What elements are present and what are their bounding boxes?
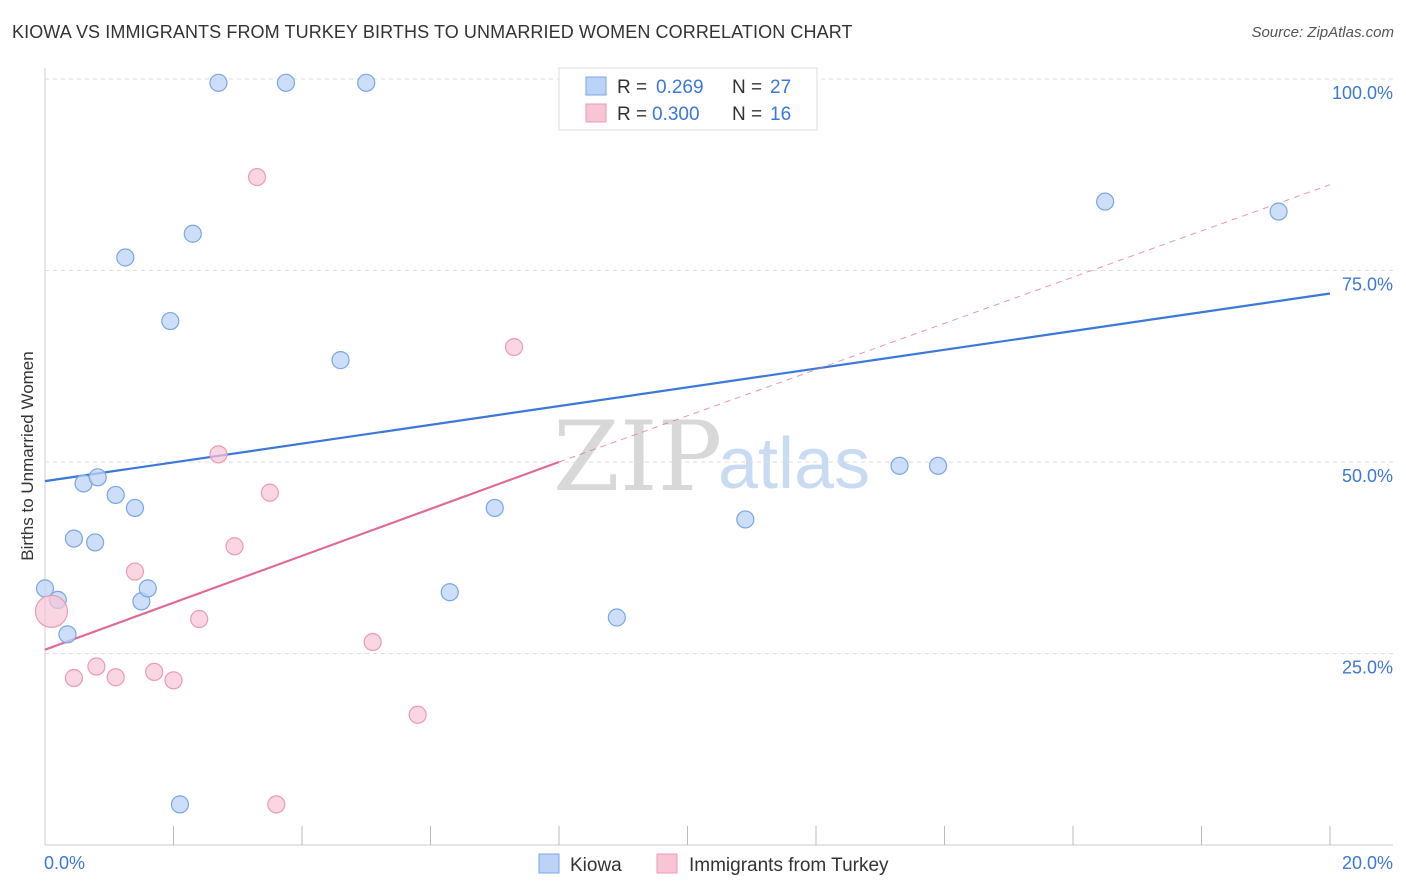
data-point-kiowa: [736, 510, 755, 529]
legend-swatch-turkey: [585, 103, 607, 123]
bottom-legend-swatch-turkey: [656, 853, 678, 874]
series-kiowa-points: [35, 73, 1288, 814]
watermark-atlas: atlas: [718, 424, 870, 504]
data-point-turkey: [408, 705, 427, 724]
legend-r-value-turkey: 0.300: [652, 104, 700, 125]
x-tick-label-right: 20.0%: [1342, 853, 1393, 873]
legend-r-value-kiowa: 0.269: [656, 77, 704, 98]
data-point-kiowa: [138, 579, 157, 598]
y-axis-label: Births to Unmarried Women: [18, 351, 37, 560]
data-point-kiowa: [125, 498, 145, 518]
data-point-kiowa: [331, 351, 350, 370]
y-tick-label: 25.0%: [1342, 658, 1393, 678]
data-point-kiowa: [170, 795, 190, 814]
data-point-turkey: [164, 671, 183, 690]
data-point-turkey: [34, 594, 69, 628]
legend-r-label-kiowa: R =: [617, 77, 647, 98]
data-point-turkey: [106, 668, 125, 687]
data-point-kiowa: [607, 608, 626, 627]
data-point-kiowa: [209, 73, 228, 92]
data-point-kiowa: [485, 498, 504, 518]
chart-title: KIOWA VS IMMIGRANTS FROM TURKEY BIRTHS T…: [12, 22, 853, 42]
data-point-kiowa: [183, 224, 202, 243]
legend-n-label-turkey: N =: [732, 104, 762, 125]
data-point-kiowa: [106, 485, 125, 505]
legend-r-label-turkey: R =: [617, 104, 647, 125]
trend-lines: [44, 184, 1331, 651]
data-point-turkey: [145, 662, 164, 681]
gridlines: [45, 78, 1393, 654]
data-point-turkey: [64, 668, 84, 688]
y-tick-label: 75.0%: [1342, 275, 1393, 295]
data-point-turkey: [267, 795, 286, 814]
bottom-legend-label-kiowa: Kiowa: [570, 855, 622, 876]
watermark: ZIP atlas: [553, 401, 870, 513]
stats-legend: R = 0.269 N = 27 R = 0.300 N = 16: [558, 67, 818, 131]
trend-line-turkey: [44, 460, 560, 651]
y-tick-labels: 25.0% 50.0% 75.0% 100.0%: [1332, 83, 1393, 678]
data-point-kiowa: [928, 456, 948, 475]
trend-line-kiowa: [44, 292, 1331, 483]
legend-n-label-kiowa: N =: [732, 77, 762, 98]
data-point-kiowa: [86, 533, 105, 552]
watermark-zip: ZIP: [553, 401, 722, 513]
y-tick-label: 50.0%: [1342, 466, 1393, 486]
data-point-kiowa: [58, 625, 77, 644]
data-point-turkey: [125, 562, 145, 581]
data-point-kiowa: [357, 73, 376, 92]
legend-swatch-kiowa: [585, 76, 607, 96]
data-point-turkey: [504, 338, 524, 357]
x-tick-label-left: 0.0%: [44, 853, 85, 873]
source-label: Source: ZipAtlas.com: [1251, 24, 1394, 41]
data-point-kiowa: [440, 583, 459, 602]
data-point-turkey: [190, 609, 209, 629]
data-point-kiowa: [88, 468, 107, 487]
data-point-turkey: [247, 167, 267, 187]
data-point-kiowa: [276, 73, 296, 92]
data-point-turkey: [87, 657, 106, 676]
legend-n-value-kiowa: 27: [770, 77, 791, 98]
data-point-kiowa: [161, 311, 180, 331]
data-point-turkey: [209, 445, 228, 464]
series-legend: Kiowa Immigrants from Turkey: [538, 853, 889, 876]
data-point-kiowa: [64, 529, 84, 548]
y-tick-label: 100.0%: [1332, 83, 1393, 103]
data-point-turkey: [225, 537, 244, 556]
trend-line-turkey-extension: [558, 184, 1331, 463]
data-point-turkey: [260, 483, 279, 502]
data-point-kiowa: [116, 248, 135, 267]
legend-n-value-turkey: 16: [770, 104, 791, 125]
bottom-legend-label-turkey: Immigrants from Turkey: [689, 855, 889, 876]
data-point-kiowa: [1096, 192, 1115, 211]
data-point-kiowa: [1269, 202, 1288, 221]
data-point-kiowa: [890, 456, 909, 475]
x-ticks: [173, 826, 1331, 845]
data-point-turkey: [363, 632, 382, 652]
bottom-legend-swatch-kiowa: [538, 853, 560, 874]
series-turkey-points: [34, 167, 524, 814]
